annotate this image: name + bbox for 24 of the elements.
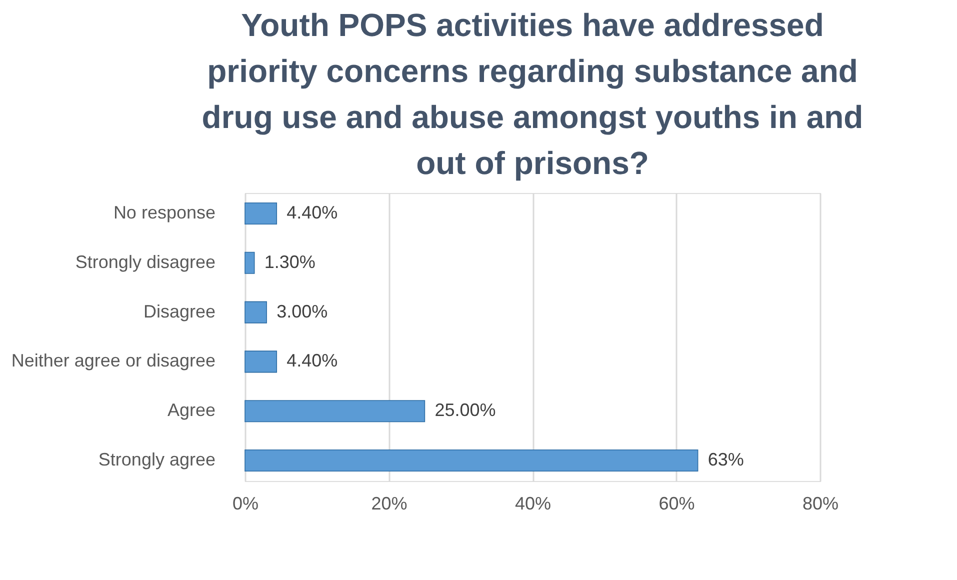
bar	[244, 350, 278, 373]
bar	[244, 252, 255, 274]
y-tick-label: No response	[113, 202, 216, 222]
bar	[244, 400, 426, 422]
data-label: 4.40%	[286, 350, 338, 371]
chart-title: Youth POPS activities have addressed priority concerns regarding substance and drug use and abuse amongst youths in and out of prisons?	[202, 7, 864, 181]
x-tick-label: 0%	[232, 494, 259, 514]
bar	[244, 449, 698, 472]
y-tick-label: Disagree	[143, 301, 216, 322]
data-label: 4.40%	[286, 202, 338, 222]
y-tick-label: Strongly disagree	[75, 252, 216, 272]
x-tick-label: 60%	[658, 494, 695, 514]
data-label: 25.00%	[434, 400, 496, 420]
y-tick-label: Strongly agree	[98, 450, 216, 470]
y-tick-label: Agree	[167, 400, 216, 420]
data-label: 1.30%	[264, 252, 316, 272]
y-tick-label: Neither agree or disagree	[11, 350, 216, 371]
x-tick-label: 20%	[371, 494, 408, 514]
data-label: 3.00%	[276, 301, 328, 322]
bar	[244, 301, 267, 324]
bar	[244, 202, 278, 225]
x-tick-label: 40%	[514, 494, 552, 514]
x-tick-label: 80%	[802, 494, 839, 514]
data-label: 63%	[708, 450, 744, 470]
